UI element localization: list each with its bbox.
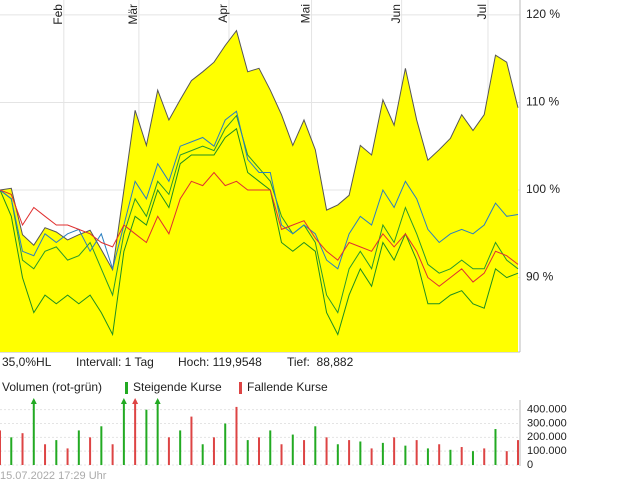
volume-bar (167, 437, 170, 465)
volume-bar (21, 433, 24, 465)
y-tick-label: 0 (527, 459, 533, 471)
volume-bar (235, 406, 238, 465)
x-tick-label: Feb (51, 4, 65, 25)
volume-bar (122, 400, 125, 465)
volume-bar (32, 400, 35, 465)
volume-bar (483, 448, 486, 465)
y-tick-label: 110 % (526, 95, 559, 109)
legend-swatch (239, 382, 242, 394)
volume-bar (449, 449, 452, 465)
x-tick-label: Mär (126, 4, 140, 25)
y-tick-label: 100.000 (527, 445, 567, 457)
info-label: Intervall: 1 Tag (76, 355, 154, 369)
volume-bar (280, 444, 283, 465)
volume-bar (393, 437, 396, 465)
legend-swatch (125, 382, 128, 394)
footer: 15.07.2022 17:29 Uhr (0, 470, 107, 482)
volume-bar (291, 434, 294, 465)
volume-bar (517, 440, 519, 465)
info-label: Tief: 88,882 (287, 355, 354, 369)
volume-bar (10, 437, 13, 465)
volume-bar (438, 444, 441, 465)
legend-label: Steigende Kurse (133, 380, 222, 394)
volume-bar (66, 448, 69, 465)
overflow-arrow (30, 398, 37, 404)
y-tick-label: 90 % (526, 270, 554, 284)
volume-bar (348, 440, 351, 465)
volume-bar (303, 440, 306, 465)
volume-bar (77, 430, 80, 465)
volume-bar (471, 451, 474, 465)
volume-bar (156, 400, 159, 465)
volume-bar (55, 440, 58, 465)
volume-bar (415, 440, 418, 465)
line (0, 29, 519, 272)
y-tick-label: 200.000 (527, 431, 567, 443)
volume-bar (246, 440, 249, 465)
volume-bar (381, 442, 384, 465)
volume-bar (44, 444, 47, 465)
volume-bar (258, 437, 260, 465)
line (0, 127, 519, 337)
x-tick-label: Mai (299, 4, 313, 23)
x-tick-label: Jun (389, 4, 403, 23)
line (0, 110, 519, 271)
volume-bar (179, 430, 182, 465)
overflow-arrow (154, 398, 161, 404)
volume-bar (494, 429, 497, 465)
overflow-arrow (132, 398, 139, 404)
volume-bar (404, 445, 407, 465)
volume-bar (314, 426, 317, 465)
volume-bar (336, 444, 339, 465)
volume-bar (325, 437, 328, 465)
volume-bar (359, 441, 362, 465)
line (0, 171, 519, 287)
volume-bar (505, 451, 508, 465)
x-tick-label: Apr (216, 4, 230, 23)
volume-title: Volumen (rot-grün) (2, 380, 102, 394)
volume-bar (201, 444, 204, 465)
volume-bar (460, 447, 463, 465)
volume-bar (145, 409, 148, 465)
legend-label: Fallende Kurse (247, 380, 328, 394)
volume-bar (111, 444, 114, 465)
volume-bar (269, 430, 272, 465)
y-tick-label: 100 % (526, 182, 560, 196)
volume-bar (89, 437, 92, 465)
volume-bar (426, 448, 429, 465)
overflow-arrow (120, 398, 127, 404)
volume-bar (100, 426, 103, 465)
volume-bar (212, 437, 215, 465)
info-label: Hoch: 119,9548 (178, 355, 262, 369)
volume-bar (190, 416, 193, 465)
x-tick-label: Jul (475, 4, 489, 19)
volume-bar (0, 430, 1, 465)
y-tick-label: 300.000 (527, 417, 567, 429)
line (0, 114, 519, 314)
info-label: 35,0%HL (2, 355, 52, 369)
y-tick-label: 400.000 (527, 404, 567, 416)
y-tick-label: 120 % (526, 7, 560, 21)
area (0, 30, 518, 352)
volume-bar (224, 423, 227, 465)
volume-bar (134, 400, 137, 465)
volume-bar (370, 448, 373, 465)
